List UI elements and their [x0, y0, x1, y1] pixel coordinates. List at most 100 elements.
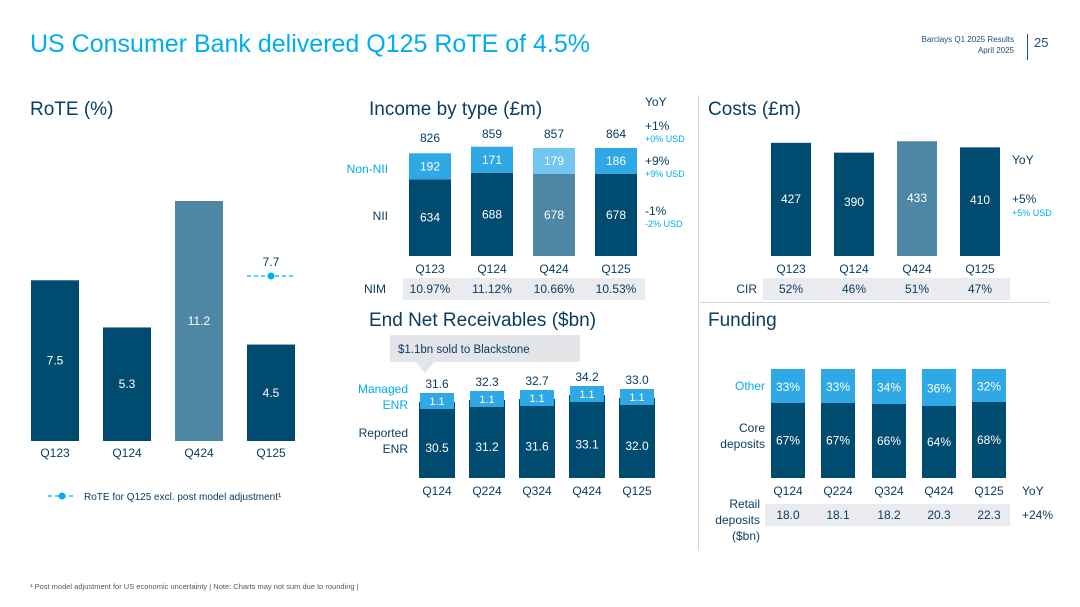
funding-core-label: 66% — [877, 434, 901, 448]
costs-category-label: Q124 — [839, 262, 869, 276]
enr-managed-label: 1.1 — [579, 389, 594, 401]
income-nii-label: 678 — [544, 208, 564, 222]
enr-reported-label: 32.0 — [625, 439, 649, 453]
costs-yoy-main: +5% — [1012, 192, 1037, 206]
report-header: Barclays Q1 2025 Results April 2025 — [922, 34, 1015, 56]
income-yoy-header: YoY — [645, 95, 667, 109]
funding-bar-other-Q124 — [771, 369, 805, 403]
cir-value: 51% — [905, 282, 929, 296]
cir-value: 52% — [779, 282, 803, 296]
rote-category-label: Q123 — [40, 446, 70, 460]
vertical-divider — [698, 95, 699, 550]
income-title: Income by type (£m) — [369, 99, 543, 120]
enr-managed-label: 1.1 — [429, 396, 444, 408]
rote-bar-Q124 — [103, 327, 151, 441]
nim-value: 10.66% — [534, 282, 575, 296]
funding-category-label: Q125 — [974, 484, 1004, 498]
retail-deposits-value: 18.0 — [776, 508, 800, 522]
rote-bar-Q424 — [175, 201, 223, 441]
income-nii-label: 688 — [482, 207, 502, 221]
income-non-nii-label: 171 — [482, 153, 502, 167]
nim-label: NIM — [364, 282, 386, 296]
enr-legend-reported: Reported — [359, 426, 408, 440]
cir-value: 47% — [968, 282, 992, 296]
costs-category-label: Q123 — [776, 262, 806, 276]
costs-title: Costs (£m) — [708, 99, 801, 120]
enr-reported-label: 30.5 — [425, 441, 449, 455]
enr-legend-reported: ENR — [383, 442, 409, 456]
rote-value-label: 5.3 — [119, 377, 136, 391]
page-number: 25 — [1034, 35, 1049, 50]
enr-managed-label: 1.1 — [629, 392, 644, 404]
funding-bar-other-Q125 — [972, 369, 1006, 402]
income-category-label: Q125 — [601, 262, 631, 276]
income-yoy-sub: +9% USD — [645, 169, 685, 179]
retail-deposits-yoy: +24% — [1022, 508, 1053, 522]
enr-bar-managed-Q125 — [620, 389, 654, 405]
costs-yoy-sub: +5% USD — [1012, 208, 1052, 218]
funding-legend-other: Other — [735, 379, 765, 393]
costs-value-label: 427 — [781, 192, 801, 206]
funding-legend-core: deposits — [720, 437, 765, 451]
rote-value-label: 4.5 — [263, 386, 280, 400]
enr-bar-managed-Q224 — [470, 391, 504, 407]
enr-bar-reported-Q125 — [619, 398, 655, 478]
funding-legend-core: Core — [739, 421, 765, 435]
nim-table-bg — [403, 278, 645, 300]
enr-bar-reported-Q224 — [469, 400, 505, 478]
income-nii-label: 678 — [606, 208, 626, 222]
enr-bar-reported-Q124 — [419, 402, 455, 478]
funding-bar-core-Q324 — [872, 404, 906, 478]
nim-value: 10.53% — [596, 282, 637, 296]
enr-total-label: 34.2 — [575, 370, 599, 384]
funding-category-label: Q224 — [823, 484, 853, 498]
enr-total-label: 32.3 — [475, 375, 499, 389]
funding-yoy-header: YoY — [1022, 484, 1044, 498]
income-nii-label: 634 — [420, 211, 440, 225]
income-bar-nii-Q123 — [409, 179, 451, 256]
costs-bar-Q125 — [960, 147, 1000, 256]
funding-title: Funding — [708, 310, 777, 331]
retail-deposits-value: 18.1 — [826, 508, 850, 522]
retail-deposits-table-bg — [765, 504, 1010, 526]
enr-bar-managed-Q124 — [420, 393, 454, 409]
income-bar-nii-Q125 — [595, 173, 637, 256]
costs-category-label: Q424 — [902, 262, 932, 276]
costs-value-label: 390 — [844, 195, 864, 209]
header-separator — [1027, 34, 1028, 60]
funding-other-label: 33% — [776, 380, 800, 394]
income-category-label: Q424 — [539, 262, 569, 276]
enr-reported-label: 31.6 — [525, 440, 549, 454]
funding-bar-other-Q424 — [922, 369, 956, 406]
funding-bar-other-Q224 — [821, 369, 855, 403]
funding-bar-core-Q125 — [972, 402, 1006, 478]
page-title: US Consumer Bank delivered Q125 RoTE of … — [30, 30, 590, 58]
enr-bar-reported-Q424 — [569, 395, 605, 478]
enr-managed-label: 1.1 — [529, 393, 544, 405]
income-non-nii-label: 192 — [420, 159, 440, 173]
rote-category-label: Q424 — [184, 446, 214, 460]
costs-bar-Q124 — [834, 152, 874, 256]
funding-category-label: Q324 — [874, 484, 904, 498]
report-date: April 2025 — [977, 46, 1014, 55]
enr-category-label: Q424 — [572, 484, 602, 498]
income-category-label: Q124 — [477, 262, 507, 276]
income-legend-nii: NII — [373, 209, 388, 223]
funding-other-label: 32% — [977, 380, 1001, 394]
enr-legend-managed: Managed — [358, 382, 408, 396]
income-yoy-sub: -2% USD — [645, 219, 683, 229]
funding-bar-core-Q424 — [922, 406, 956, 478]
retail-deposits-label: deposits — [715, 513, 760, 527]
enr-bar-managed-Q324 — [520, 390, 554, 406]
rote-adjusted-label: 7.7 — [263, 255, 280, 269]
annotation-text: $1.1bn sold to Blackstone — [398, 344, 530, 356]
costs-value-label: 410 — [970, 193, 990, 207]
enr-managed-label: 1.1 — [479, 394, 494, 406]
funding-bar-core-Q224 — [821, 403, 855, 478]
funding-other-label: 33% — [826, 380, 850, 394]
enr-total-label: 32.7 — [525, 374, 549, 388]
rote-bar-Q123 — [31, 280, 79, 441]
retail-deposits-label: Retail — [729, 497, 760, 511]
funding-core-label: 68% — [977, 433, 1001, 447]
annotation-pointer — [415, 361, 435, 373]
